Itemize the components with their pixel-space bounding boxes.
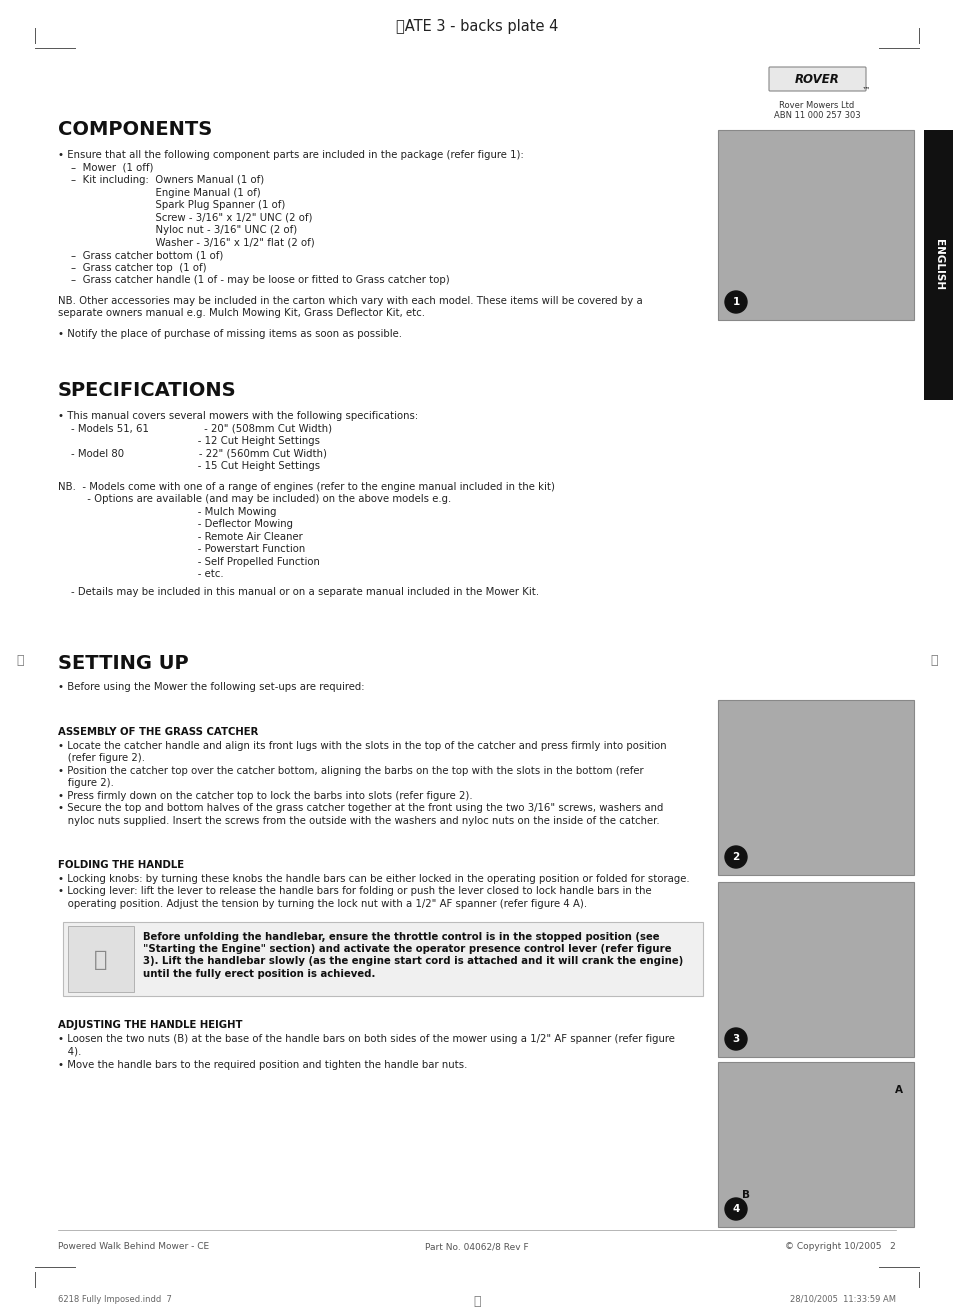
Text: - Mulch Mowing: - Mulch Mowing	[58, 506, 276, 517]
Text: • Press firmly down on the catcher top to lock the barbs into slots (refer figur: • Press firmly down on the catcher top t…	[58, 790, 472, 801]
Bar	[68, 926, 133, 992]
Text: 28/10/2005  11:33:59 AM: 28/10/2005 11:33:59 AM	[789, 1295, 895, 1304]
Bar	[718, 700, 913, 874]
Text: © Copyright 10/2005   2: © Copyright 10/2005 2	[784, 1241, 895, 1251]
Text: ⌖ATE 3 - backs plate 4: ⌖ATE 3 - backs plate 4	[395, 18, 558, 33]
Bar	[63, 922, 702, 995]
Text: • Loosen the two nuts (B) at the base of the handle bars on both sides of the mo: • Loosen the two nuts (B) at the base of…	[58, 1035, 674, 1044]
Text: • Locking lever: lift the lever to release the handle bars for folding or push t: • Locking lever: lift the lever to relea…	[58, 886, 651, 897]
Text: • Notify the place of purchase of missing items as soon as possible.: • Notify the place of purchase of missin…	[58, 329, 401, 338]
Text: until the fully erect position is achieved.: until the fully erect position is achiev…	[143, 969, 375, 978]
Text: • Ensure that all the following component parts are included in the package (ref: • Ensure that all the following componen…	[58, 150, 523, 160]
Text: - 12 Cut Height Settings: - 12 Cut Height Settings	[58, 437, 319, 446]
Text: • Locate the catcher handle and align its front lugs with the slots in the top o: • Locate the catcher handle and align it…	[58, 740, 666, 751]
Text: A: A	[894, 1085, 902, 1095]
Text: FOLDING THE HANDLE: FOLDING THE HANDLE	[58, 860, 184, 871]
Text: –  Kit including:  Owners Manual (1 of): – Kit including: Owners Manual (1 of)	[58, 175, 264, 185]
Bar	[923, 130, 953, 400]
Text: • Move the handle bars to the required position and tighten the handle bar nuts.: • Move the handle bars to the required p…	[58, 1060, 467, 1069]
Circle shape	[724, 846, 746, 868]
Text: figure 2).: figure 2).	[58, 778, 113, 788]
Text: Spark Plug Spanner (1 of): Spark Plug Spanner (1 of)	[58, 200, 285, 210]
Text: ENGLISH: ENGLISH	[933, 239, 943, 291]
Text: Rover Mowers Ltd: Rover Mowers Ltd	[779, 101, 854, 110]
Text: 2: 2	[732, 852, 739, 863]
Text: operating position. Adjust the tension by turning the lock nut with a 1/2" AF sp: operating position. Adjust the tension b…	[58, 899, 586, 909]
Text: - Remote Air Cleaner: - Remote Air Cleaner	[58, 531, 302, 542]
Text: - 15 Cut Height Settings: - 15 Cut Height Settings	[58, 462, 320, 471]
Text: –  Mower  (1 off): – Mower (1 off)	[58, 163, 153, 172]
Bar	[718, 130, 913, 320]
Circle shape	[724, 291, 746, 313]
Text: 4).: 4).	[58, 1047, 81, 1057]
Text: • Locking knobs: by turning these knobs the handle bars can be either locked in : • Locking knobs: by turning these knobs …	[58, 874, 689, 884]
Text: - Self Propelled Function: - Self Propelled Function	[58, 556, 319, 567]
Text: ADJUSTING THE HANDLE HEIGHT: ADJUSTING THE HANDLE HEIGHT	[58, 1020, 242, 1031]
Text: ⌖: ⌖	[473, 1295, 480, 1308]
Text: 1: 1	[732, 297, 739, 306]
Text: ASSEMBLY OF THE GRASS CATCHER: ASSEMBLY OF THE GRASS CATCHER	[58, 726, 258, 736]
Text: SETTING UP: SETTING UP	[58, 654, 189, 673]
Text: - Powerstart Function: - Powerstart Function	[58, 544, 305, 554]
FancyBboxPatch shape	[768, 67, 865, 91]
Text: SPECIFICATIONS: SPECIFICATIONS	[58, 381, 236, 400]
Text: • Before using the Mower the following set-ups are required:: • Before using the Mower the following s…	[58, 682, 364, 692]
Text: 6218 Fully Imposed.indd  7: 6218 Fully Imposed.indd 7	[58, 1295, 172, 1304]
Text: - Deflector Mowing: - Deflector Mowing	[58, 519, 293, 529]
Text: Part No. 04062/8 Rev F: Part No. 04062/8 Rev F	[425, 1241, 528, 1251]
Circle shape	[724, 1028, 746, 1049]
Text: separate owners manual e.g. Mulch Mowing Kit, Grass Deflector Kit, etc.: separate owners manual e.g. Mulch Mowing…	[58, 308, 424, 318]
Text: - Model 80                       - 22" (560mm Cut Width): - Model 80 - 22" (560mm Cut Width)	[58, 448, 327, 459]
Text: Powered Walk Behind Mower - CE: Powered Walk Behind Mower - CE	[58, 1241, 209, 1251]
Text: 4: 4	[732, 1205, 739, 1214]
Text: - etc.: - etc.	[58, 569, 223, 579]
Text: • This manual covers several mowers with the following specifications:: • This manual covers several mowers with…	[58, 412, 417, 421]
Text: nyloc nuts supplied. Insert the screws from the outside with the washers and nyl: nyloc nuts supplied. Insert the screws f…	[58, 815, 659, 826]
Text: ⌖: ⌖	[16, 654, 24, 667]
Circle shape	[724, 1198, 746, 1220]
Text: • Position the catcher top over the catcher bottom, aligning the barbs on the to: • Position the catcher top over the catc…	[58, 765, 643, 776]
Text: Nyloc nut - 3/16" UNC (2 of): Nyloc nut - 3/16" UNC (2 of)	[58, 225, 297, 235]
Text: 3). Lift the handlebar slowly (as the engine start cord is attached and it will : 3). Lift the handlebar slowly (as the en…	[143, 956, 682, 967]
Text: Engine Manual (1 of): Engine Manual (1 of)	[58, 188, 260, 197]
Text: - Options are available (and may be included) on the above models e.g.: - Options are available (and may be incl…	[58, 494, 451, 504]
Text: ROVER: ROVER	[794, 72, 839, 85]
Text: –  Grass catcher top  (1 of): – Grass catcher top (1 of)	[58, 263, 207, 272]
Text: –  Grass catcher handle (1 of - may be loose or fitted to Grass catcher top): – Grass catcher handle (1 of - may be lo…	[58, 275, 449, 285]
Text: 3: 3	[732, 1034, 739, 1044]
Text: • Secure the top and bottom halves of the grass catcher together at the front us: • Secure the top and bottom halves of th…	[58, 803, 662, 813]
Text: B: B	[741, 1190, 749, 1201]
Text: 💡: 💡	[94, 951, 108, 970]
Text: NB. Other accessories may be included in the carton which vary with each model. : NB. Other accessories may be included in…	[58, 296, 642, 305]
Text: COMPONENTS: COMPONENTS	[58, 120, 212, 139]
Text: "Starting the Engine" section) and activate the operator presence control lever : "Starting the Engine" section) and activ…	[143, 944, 671, 953]
Text: ™: ™	[861, 85, 869, 95]
Text: NB.  - Models come with one of a range of engines (refer to the engine manual in: NB. - Models come with one of a range of…	[58, 481, 555, 492]
Bar	[718, 882, 913, 1057]
Text: - Models 51, 61                 - 20" (508mm Cut Width): - Models 51, 61 - 20" (508mm Cut Width)	[58, 423, 332, 434]
Text: (refer figure 2).: (refer figure 2).	[58, 753, 145, 763]
Text: Screw - 3/16" x 1/2" UNC (2 of): Screw - 3/16" x 1/2" UNC (2 of)	[58, 213, 313, 222]
Text: ⌖: ⌖	[929, 654, 937, 667]
Text: - Details may be included in this manual or on a separate manual included in the: - Details may be included in this manual…	[58, 586, 538, 597]
Text: Washer - 3/16" x 1/2" flat (2 of): Washer - 3/16" x 1/2" flat (2 of)	[58, 238, 314, 247]
Text: ABN 11 000 257 303: ABN 11 000 257 303	[773, 110, 860, 120]
Text: –  Grass catcher bottom (1 of): – Grass catcher bottom (1 of)	[58, 250, 223, 260]
Text: Before unfolding the handlebar, ensure the throttle control is in the stopped po: Before unfolding the handlebar, ensure t…	[143, 931, 659, 942]
Bar	[718, 1063, 913, 1227]
